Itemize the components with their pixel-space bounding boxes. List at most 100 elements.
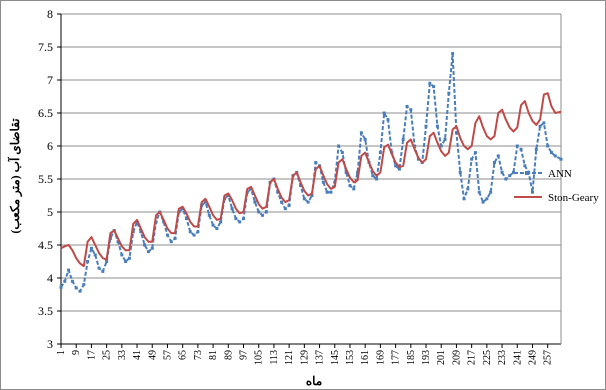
x-tick-label: 185 bbox=[406, 350, 417, 365]
y-tick-label: 5 bbox=[47, 205, 53, 219]
x-tick-label: 49 bbox=[147, 350, 158, 360]
data-point bbox=[359, 131, 363, 135]
data-point bbox=[394, 164, 398, 168]
data-point bbox=[188, 230, 192, 234]
data-point bbox=[337, 144, 341, 148]
data-point bbox=[276, 190, 280, 194]
data-point bbox=[523, 164, 527, 168]
data-point bbox=[257, 210, 261, 214]
x-tick-label: 1 bbox=[56, 350, 67, 355]
data-point bbox=[82, 283, 86, 287]
data-point bbox=[261, 213, 265, 217]
data-point bbox=[386, 118, 390, 122]
data-point bbox=[325, 190, 329, 194]
legend-marker-0 bbox=[525, 171, 529, 175]
data-point bbox=[89, 246, 93, 250]
data-point bbox=[352, 187, 356, 191]
data-point bbox=[511, 170, 515, 174]
data-point bbox=[485, 197, 489, 201]
data-point bbox=[413, 144, 417, 148]
data-point bbox=[538, 124, 542, 128]
data-point bbox=[428, 81, 432, 85]
series-line-0 bbox=[60, 52, 562, 293]
data-point bbox=[340, 151, 344, 155]
data-point bbox=[120, 253, 124, 257]
x-tick-label: 105 bbox=[254, 350, 265, 365]
data-point bbox=[242, 217, 246, 221]
x-tick-label: 241 bbox=[512, 350, 523, 365]
data-point bbox=[443, 137, 447, 141]
data-point bbox=[143, 243, 147, 247]
data-point bbox=[397, 167, 401, 171]
data-point bbox=[466, 187, 470, 191]
x-tick-label: 97 bbox=[239, 350, 250, 360]
data-point bbox=[458, 170, 462, 174]
data-point bbox=[477, 190, 481, 194]
y-tick-label: 6 bbox=[47, 139, 53, 153]
data-point bbox=[432, 85, 436, 89]
data-point bbox=[530, 190, 534, 194]
y-axis-ticks: 3 3.5 4 4.5 5 5.5 6 6.5 7 7.5 8 bbox=[38, 7, 61, 351]
x-tick-label: 121 bbox=[284, 350, 295, 365]
x-tick-label: 17 bbox=[86, 350, 97, 360]
data-point bbox=[405, 104, 409, 108]
x-tick-label: 161 bbox=[360, 350, 371, 365]
x-tick-label: 201 bbox=[436, 350, 447, 365]
x-tick-label: 73 bbox=[193, 350, 204, 360]
data-point bbox=[283, 207, 287, 211]
data-point bbox=[211, 223, 215, 227]
data-point bbox=[192, 233, 196, 237]
x-tick-label: 129 bbox=[299, 350, 310, 365]
data-point bbox=[401, 137, 405, 141]
data-point bbox=[67, 268, 71, 272]
x-axis-title: ماه bbox=[306, 374, 322, 388]
x-tick-label: 249 bbox=[527, 350, 538, 365]
data-point bbox=[310, 194, 314, 197]
x-tick-label: 41 bbox=[132, 350, 143, 360]
x-tick-label: 89 bbox=[223, 350, 234, 360]
data-point bbox=[86, 260, 90, 263]
data-point bbox=[215, 227, 219, 230]
data-point bbox=[127, 256, 131, 260]
data-point bbox=[496, 154, 500, 158]
data-point bbox=[424, 124, 428, 128]
data-point bbox=[470, 157, 474, 161]
data-point bbox=[371, 174, 375, 178]
data-point bbox=[146, 250, 150, 254]
y-tick-label: 8 bbox=[47, 7, 53, 21]
data-point bbox=[287, 203, 291, 207]
data-point bbox=[508, 174, 512, 178]
data-point bbox=[299, 184, 303, 188]
gridlines bbox=[61, 13, 561, 345]
data-point bbox=[196, 230, 200, 234]
data-point bbox=[559, 157, 563, 161]
x-tick-label: 145 bbox=[330, 350, 341, 365]
data-point bbox=[97, 266, 101, 270]
data-point bbox=[219, 220, 223, 224]
data-point bbox=[435, 124, 439, 128]
x-tick-label: 33 bbox=[117, 350, 128, 360]
data-point bbox=[382, 111, 386, 115]
data-point bbox=[169, 240, 173, 244]
y-tick-label: 5.5 bbox=[38, 172, 53, 186]
data-point bbox=[116, 240, 120, 244]
data-point bbox=[378, 151, 382, 155]
data-point bbox=[63, 279, 67, 283]
data-point bbox=[230, 207, 234, 211]
x-tick-label: 9 bbox=[71, 350, 82, 355]
y-tick-label: 4.5 bbox=[38, 238, 53, 252]
y-tick-label: 7.5 bbox=[38, 40, 53, 54]
data-point bbox=[481, 200, 485, 204]
data-point bbox=[519, 147, 523, 151]
data-point bbox=[356, 170, 360, 174]
x-tick-label: 257 bbox=[543, 350, 554, 365]
legend: ANN Ston-Geary bbox=[514, 168, 599, 204]
data-point bbox=[454, 131, 458, 135]
data-point bbox=[264, 210, 268, 214]
data-point bbox=[553, 154, 557, 158]
data-point bbox=[165, 233, 169, 237]
data-point bbox=[329, 190, 333, 194]
x-axis-ticks: 1 9 17 25 33 41 49 57 65 73 81 89 97 105 113 121 129 137 1… bbox=[56, 344, 554, 365]
